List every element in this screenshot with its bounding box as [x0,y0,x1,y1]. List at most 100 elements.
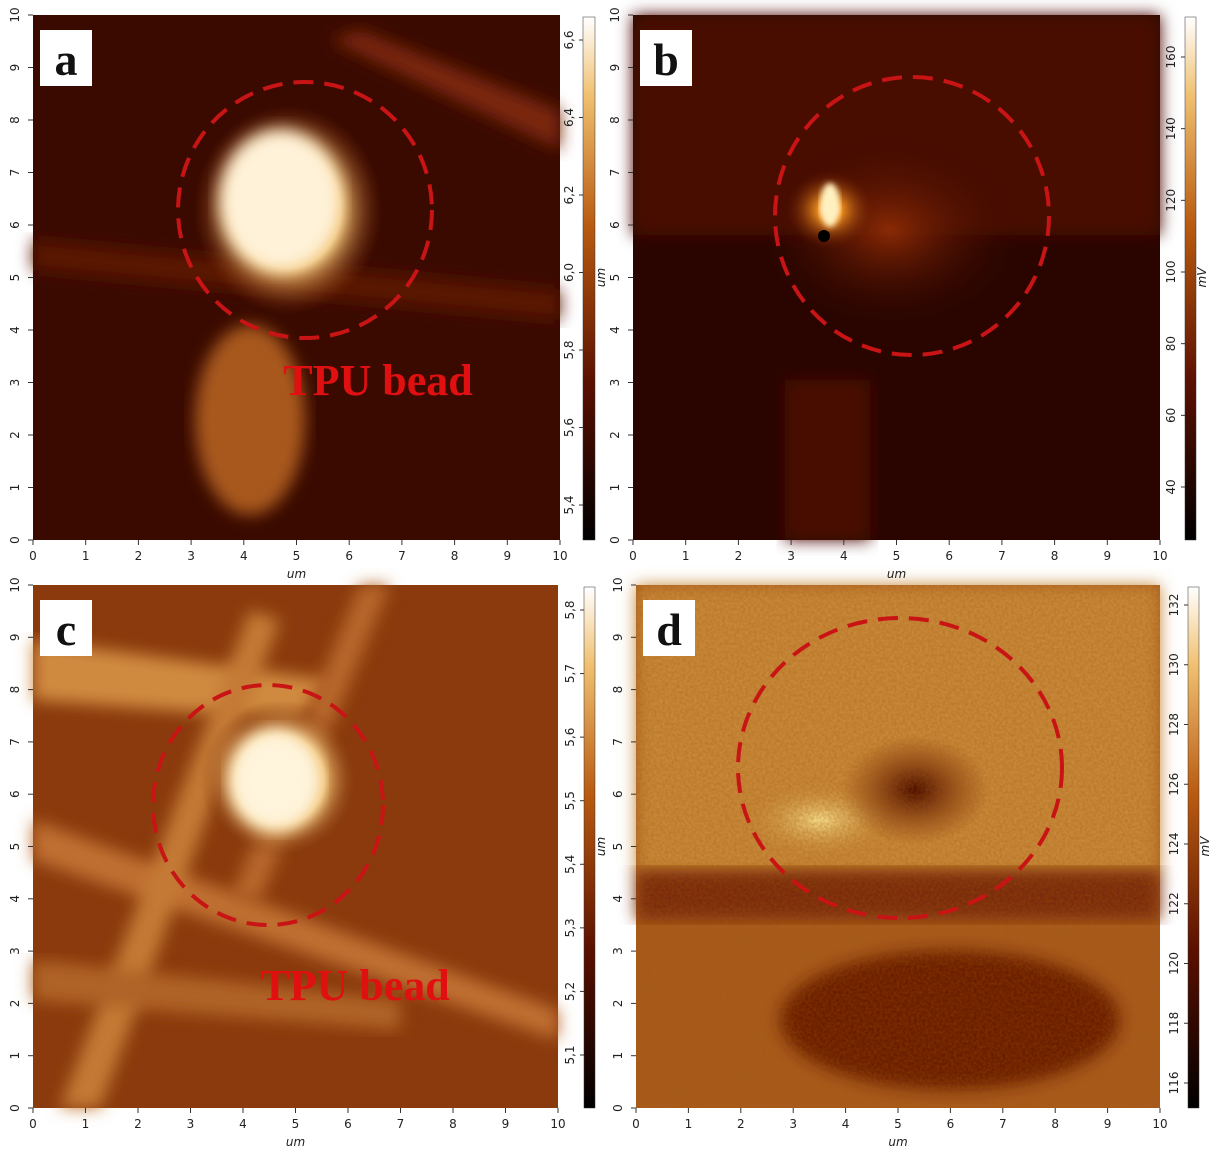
y-tick-label: 5 [8,274,22,282]
colorbar-tick-label: 124 [1167,833,1181,856]
y-tick-label: 3 [8,947,22,955]
x-tick-label: 3 [787,549,795,563]
x-axis-label: um [887,567,906,581]
x-tick-label: 9 [1103,549,1111,563]
y-tick-label: 5 [611,843,625,851]
y-tick-label: 5 [8,843,22,851]
y-tick-label: 10 [8,7,22,22]
y-tick-label: 6 [608,221,622,229]
y-tick-label: 1 [611,1052,625,1060]
panel-d-image [636,585,1160,1108]
x-tick-label: 5 [293,549,301,563]
x-tick-label: 7 [998,549,1006,563]
annotation: TPU bead [283,356,472,405]
x-tick-label: 4 [239,1117,247,1131]
x-tick-label: 6 [947,1117,955,1131]
x-tick-label: 7 [397,1117,405,1131]
y-tick-label: 0 [611,1104,625,1112]
y-tick-label: 0 [608,536,622,544]
colorbar-tick-label: 5,8 [562,340,576,359]
x-tick-label: 10 [1152,1117,1167,1131]
x-tick-label: 9 [1104,1117,1112,1131]
panel-label: c [56,604,76,655]
x-tick-label: 7 [398,549,406,563]
x-tick-label: 3 [187,549,195,563]
x-tick-label: 8 [1051,1117,1059,1131]
colorbar-tick-label: 140 [1164,117,1178,140]
x-tick-label: 9 [503,549,511,563]
colorbar-tick-label: 122 [1167,892,1181,915]
y-tick-label: 6 [611,790,625,798]
y-tick-label: 9 [611,633,625,641]
colorbar-tick-label: 120 [1164,189,1178,212]
x-tick-label: 2 [737,1117,745,1131]
y-tick-label: 9 [608,64,622,72]
y-tick-label: 6 [8,221,22,229]
colorbar-tick-label: 116 [1167,1072,1181,1095]
x-tick-label: 0 [29,1117,37,1131]
y-tick-label: 8 [611,686,625,694]
colorbar-tick-label: 126 [1167,773,1181,796]
panel-a-image [33,15,560,540]
y-tick-label: 8 [608,116,622,124]
colorbar-unit: mV [1195,267,1209,288]
colorbar-unit: um [594,268,608,287]
y-tick-label: 8 [8,116,22,124]
x-tick-label: 8 [1051,549,1059,563]
y-tick-label: 10 [8,577,22,592]
x-tick-label: 6 [345,549,353,563]
colorbar-tick-label: 118 [1167,1012,1181,1035]
x-tick-label: 2 [135,549,143,563]
x-tick-label: 7 [999,1117,1007,1131]
colorbar-tick-label: 100 [1164,261,1178,284]
x-tick-label: 0 [29,549,37,563]
colorbar-tick-label: 120 [1167,952,1181,975]
colorbar-tick-label: 5,6 [562,418,576,437]
y-tick-label: 8 [8,686,22,694]
colorbar-tick-label: 5,8 [563,600,577,619]
x-axis-label: um [286,1135,305,1147]
x-tick-label: 5 [893,549,901,563]
x-tick-label: 5 [292,1117,300,1131]
x-tick-label: 8 [451,549,459,563]
y-tick-label: 3 [608,379,622,387]
colorbar-tick-label: 5,4 [563,855,577,874]
y-tick-label: 3 [611,947,625,955]
x-tick-label: 3 [187,1117,195,1131]
panel-b-image [633,15,1160,540]
y-tick-label: 0 [8,1104,22,1112]
x-tick-label: 2 [134,1117,142,1131]
colorbar-tick-label: 6,4 [562,108,576,127]
y-tick-label: 10 [611,577,625,592]
colorbar-tick-label: 5,5 [563,791,577,810]
x-tick-label: 9 [502,1117,510,1131]
y-tick-label: 9 [8,633,22,641]
y-tick-label: 2 [8,431,22,439]
x-tick-label: 10 [550,1117,565,1131]
panel-label: b [653,34,679,85]
y-tick-label: 4 [611,895,625,903]
x-tick-label: 0 [629,549,637,563]
x-tick-label: 10 [552,549,567,563]
y-tick-label: 7 [8,169,22,177]
colorbar-tick-label: 40 [1164,479,1178,494]
colorbar-tick-label: 160 [1164,46,1178,69]
y-tick-label: 6 [8,790,22,798]
colorbar-tick-label: 128 [1167,713,1181,736]
x-tick-label: 6 [344,1117,352,1131]
colorbar-unit: mV [1198,836,1210,857]
colorbar-tick-label: 5,1 [563,1045,577,1064]
x-tick-label: 4 [842,1117,850,1131]
colorbar-tick-label: 6,0 [562,263,576,282]
colorbar-tick-label: 80 [1164,336,1178,351]
x-tick-label: 4 [840,549,848,563]
x-tick-label: 1 [685,1117,693,1131]
x-tick-label: 6 [945,549,953,563]
y-tick-label: 9 [8,64,22,72]
x-tick-label: 1 [82,1117,90,1131]
y-tick-label: 5 [608,274,622,282]
x-tick-label: 0 [632,1117,640,1131]
x-tick-label: 2 [735,549,743,563]
y-tick-label: 0 [8,536,22,544]
colorbar-tick-label: 130 [1167,653,1181,676]
